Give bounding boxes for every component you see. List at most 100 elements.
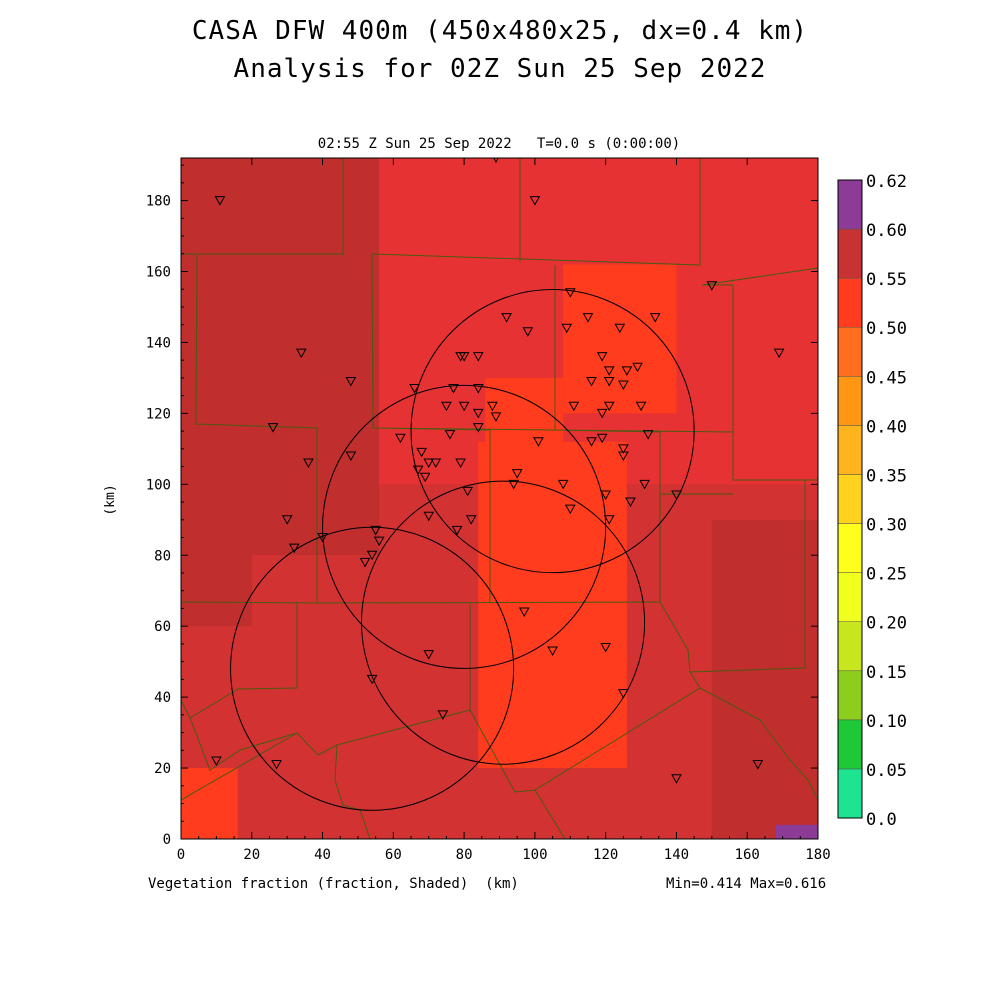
- station-marker: [773, 348, 785, 359]
- station-marker: [267, 423, 279, 433]
- station-marker: [706, 281, 718, 291]
- colorbar-label: 0.05: [866, 761, 907, 781]
- station-marker: [642, 430, 654, 440]
- station-marker: [603, 401, 615, 412]
- colorbar-label: 0.62: [866, 172, 907, 192]
- station-marker: [564, 504, 576, 515]
- x-tick-label: 80: [456, 847, 473, 863]
- station-marker: [547, 646, 558, 657]
- field-cell-2: [181, 484, 252, 627]
- station-marker: [511, 469, 523, 479]
- colorbar-label: 0.45: [866, 368, 907, 388]
- station-marker: [618, 451, 629, 461]
- colorbar-label: 0.0: [866, 810, 897, 830]
- station-marker: [518, 607, 530, 618]
- shaded-field-layer: [181, 158, 818, 839]
- station-marker: [444, 430, 456, 440]
- station-marker: [603, 515, 615, 525]
- field-cell-9: [775, 824, 818, 839]
- station-marker: [448, 384, 459, 394]
- station-marker: [600, 490, 612, 500]
- y-tick-label: 40: [154, 690, 171, 706]
- station-marker: [596, 433, 608, 444]
- colorbar-bin: [837, 621, 863, 672]
- colorbar-label: 0.15: [866, 663, 907, 683]
- station-marker: [366, 550, 378, 561]
- station-marker: [458, 352, 470, 362]
- colorbar-bin: [837, 719, 863, 770]
- station-marker: [345, 451, 357, 461]
- x-axis-caption: Vegetation fraction (fraction, Shaded) (…: [148, 876, 519, 892]
- radar-ring-0: [410, 289, 695, 574]
- station-marker: [582, 313, 594, 323]
- y-tick-label: 160: [146, 265, 171, 281]
- x-tick-label: 100: [522, 847, 547, 863]
- colorbar-label: 0.40: [866, 417, 907, 437]
- colorbar-bin: [837, 474, 863, 524]
- station-marker: [618, 444, 629, 454]
- station-marker: [437, 710, 449, 720]
- station-marker: [211, 756, 222, 766]
- station-marker: [366, 674, 378, 685]
- station-marker: [639, 479, 650, 490]
- y-tick-label: 140: [146, 335, 171, 351]
- station-marker: [423, 458, 435, 469]
- station-marker: [271, 760, 282, 770]
- station-marker: [564, 288, 576, 298]
- colorbar-bin: [837, 277, 863, 328]
- y-tick-label: 0: [163, 832, 171, 848]
- colorbar: 0.0 0.05 0.10 0.15 0.20 0.25 0.30 0.35 0.40 0.45 0…: [837, 172, 907, 830]
- station-marker: [501, 313, 512, 323]
- station-marker: [618, 689, 629, 699]
- radar-ring-1: [322, 384, 607, 669]
- colorbar-label: 0.60: [866, 221, 907, 241]
- station-marker: [472, 408, 484, 419]
- axes: 0 20 40 60 80 100 120 140 160 180 0 20 40 60 80 100 120 1…: [146, 158, 831, 863]
- station-marker: [752, 760, 764, 770]
- station-marker: [472, 423, 484, 433]
- station-marker: [412, 465, 424, 476]
- colorbar-bin: [837, 179, 863, 230]
- y-tick-label: 60: [154, 619, 171, 635]
- station-marker: [600, 642, 612, 653]
- y-tick-label: 120: [146, 406, 171, 422]
- station-marker: [586, 376, 597, 387]
- station-marker: [557, 479, 569, 490]
- station-marker: [423, 511, 435, 522]
- y-axis-label: (km): [103, 484, 118, 515]
- station-marker: [472, 352, 484, 362]
- station-marker: [671, 490, 682, 500]
- colorbar-frame: [837, 179, 863, 819]
- x-tick-label: 0: [177, 847, 185, 863]
- station-marker: [441, 401, 452, 412]
- colorbar-bin: [837, 326, 863, 377]
- station-marker: [625, 497, 636, 508]
- station-marker: [317, 533, 328, 543]
- min-max-label: Min=0.414 Max=0.616: [666, 876, 827, 892]
- station-marker: [603, 366, 615, 376]
- colorbar-bin: [837, 768, 863, 819]
- station-marker: [281, 515, 293, 525]
- valid-time-label: 02:55 Z Sun 25 Sep 2022 T=0.0 s (0:00:00…: [317, 136, 681, 152]
- colorbar-label: 0.35: [866, 466, 907, 486]
- colorbar-bin: [837, 425, 863, 475]
- chart-title: CASA DFW 400m (450x480x25, dx=0.4 km): [191, 16, 809, 46]
- colorbar-bin: [837, 572, 863, 622]
- station-marker: [423, 650, 435, 660]
- station-marker: [586, 437, 597, 447]
- x-tick-label: 180: [805, 847, 830, 863]
- station-marker: [614, 323, 626, 334]
- station-marker: [603, 376, 615, 387]
- station-marker: [455, 458, 466, 469]
- station-marker: [416, 447, 427, 458]
- field-cell-7: [181, 768, 238, 839]
- y-tick-label: 180: [146, 194, 171, 210]
- station-marker: [596, 408, 608, 419]
- colorbar-label: 0.20: [866, 614, 907, 634]
- station-marker: [472, 384, 484, 394]
- station-marker: [359, 557, 371, 568]
- station-marker: [508, 479, 520, 490]
- colorbar-bin: [837, 376, 863, 426]
- station-marker: [635, 401, 647, 412]
- colorbar-bin: [837, 670, 863, 721]
